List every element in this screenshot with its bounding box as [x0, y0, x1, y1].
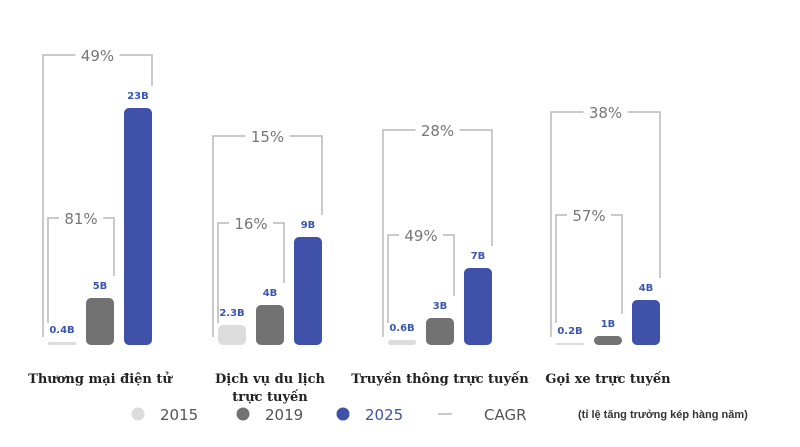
- bar-2025: [124, 108, 152, 345]
- category-label: trực tuyến: [232, 389, 308, 405]
- cagr-bracket-outer: [42, 54, 153, 337]
- bar-2025: [464, 268, 492, 345]
- bar-2019: [256, 305, 284, 345]
- cagr-label-2015-2019: 16%: [234, 215, 267, 233]
- value-label-2025: 9B: [301, 220, 316, 231]
- value-label-2015: 2.3B: [219, 308, 244, 319]
- category-label: Dịch vụ du lịch: [215, 372, 325, 387]
- category-label: Truyền thông trực tuyến: [351, 371, 529, 387]
- legend-label-2025: 2025: [365, 406, 403, 424]
- cagr-bracket-outer: [212, 135, 323, 337]
- value-label-2015: 0.2B: [557, 326, 582, 337]
- value-label-2019: 3B: [433, 301, 448, 312]
- bar-2015: [388, 340, 416, 345]
- cagr-bracket-outer: [550, 111, 661, 337]
- value-label-2015: 0.6B: [389, 323, 414, 334]
- cagr-label-2015-2019: 49%: [404, 227, 437, 245]
- legend-marker-2025: [336, 407, 350, 421]
- cagr-label-2015-2025: 49%: [81, 47, 114, 65]
- value-label-2025: 4B: [639, 283, 654, 294]
- legend-label-2015: 2015: [160, 406, 198, 424]
- bar-2015: [48, 342, 76, 345]
- cagr-bracket-inner: [387, 234, 455, 323]
- bar-2019: [594, 336, 622, 345]
- value-label-2019: 1B: [601, 319, 616, 330]
- bar-2019: [426, 318, 454, 345]
- cagr-bracket-inner: [555, 214, 623, 323]
- cagr-bracket-outer: [382, 129, 493, 337]
- bar-2019: [86, 298, 114, 345]
- cagr-label-2015-2025: 38%: [589, 104, 622, 122]
- cagr-label-2015-2019: 81%: [64, 210, 97, 228]
- value-label-2025: 7B: [471, 251, 486, 262]
- legend-label-cagr: CAGR: [484, 406, 527, 424]
- legend-marker-2015: [131, 407, 145, 421]
- legend-cagr-note: (tỉ lệ tăng trưởng kép hàng năm): [578, 409, 748, 421]
- category-label: Gọi xe trực tuyến: [545, 371, 671, 387]
- bar-2025: [294, 237, 322, 345]
- bar-2015: [556, 343, 584, 345]
- cagr-label-2015-2025: 28%: [421, 122, 454, 140]
- value-label-2019: 5B: [93, 281, 108, 292]
- bar-2015: [218, 325, 246, 345]
- bar-2025: [632, 300, 660, 345]
- legend-label-2019: 2019: [265, 406, 303, 424]
- cagr-label-2015-2019: 57%: [572, 207, 605, 225]
- value-label-2015: 0.4B: [49, 325, 74, 336]
- cagr-label-2015-2025: 15%: [251, 128, 284, 146]
- value-label-2019: 4B: [263, 288, 278, 299]
- category-label: Thương mại điện tử: [28, 371, 173, 387]
- cagr-bracket-inner: [47, 217, 115, 323]
- value-label-2025: 23B: [127, 91, 149, 102]
- cagr-bracket-inner: [217, 222, 285, 323]
- legend-marker-2019: [236, 407, 250, 421]
